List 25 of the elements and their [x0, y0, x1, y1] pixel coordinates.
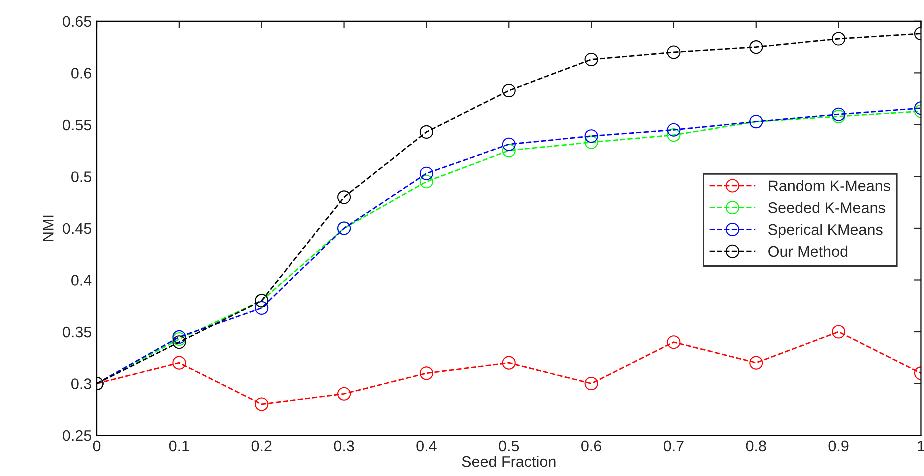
y-tick-label: 0.35 [63, 326, 92, 338]
legend-label: Seeded K-Means [768, 202, 886, 214]
x-tick-label: 0.2 [252, 440, 272, 452]
x-axis-title: Seed Fraction [462, 456, 556, 468]
y-tick-label: 0.4 [72, 275, 92, 286]
y-axis-title: NMI [43, 216, 54, 242]
x-tick-label: 0.4 [416, 440, 437, 452]
legend-label: Random K-Means [769, 180, 890, 192]
x-tick-label: 0.5 [499, 440, 520, 452]
y-tick-label: 0.3 [72, 378, 92, 390]
legend-label: Our Method [768, 246, 848, 258]
legend-label: Sperical KMeans [768, 224, 883, 238]
y-tick-label: 0.6 [72, 68, 92, 79]
x-tick-label: 0.7 [664, 440, 684, 452]
x-tick-label: 0 [93, 440, 101, 452]
y-tick-label: 0.5 [72, 172, 92, 182]
x-tick-label: 0.1 [169, 440, 190, 452]
x-tick-label: 0.3 [334, 440, 354, 452]
x-tick-label: 0.9 [828, 440, 849, 452]
y-tick-label: 0.45 [63, 223, 92, 234]
y-tick-label: 0.55 [63, 120, 92, 131]
x-tick-label: 0.6 [582, 440, 602, 452]
x-tick-label: 0.8 [746, 440, 766, 452]
y-tick-label: 0.25 [63, 430, 92, 442]
y-tick-label: 0.65 [63, 16, 92, 28]
